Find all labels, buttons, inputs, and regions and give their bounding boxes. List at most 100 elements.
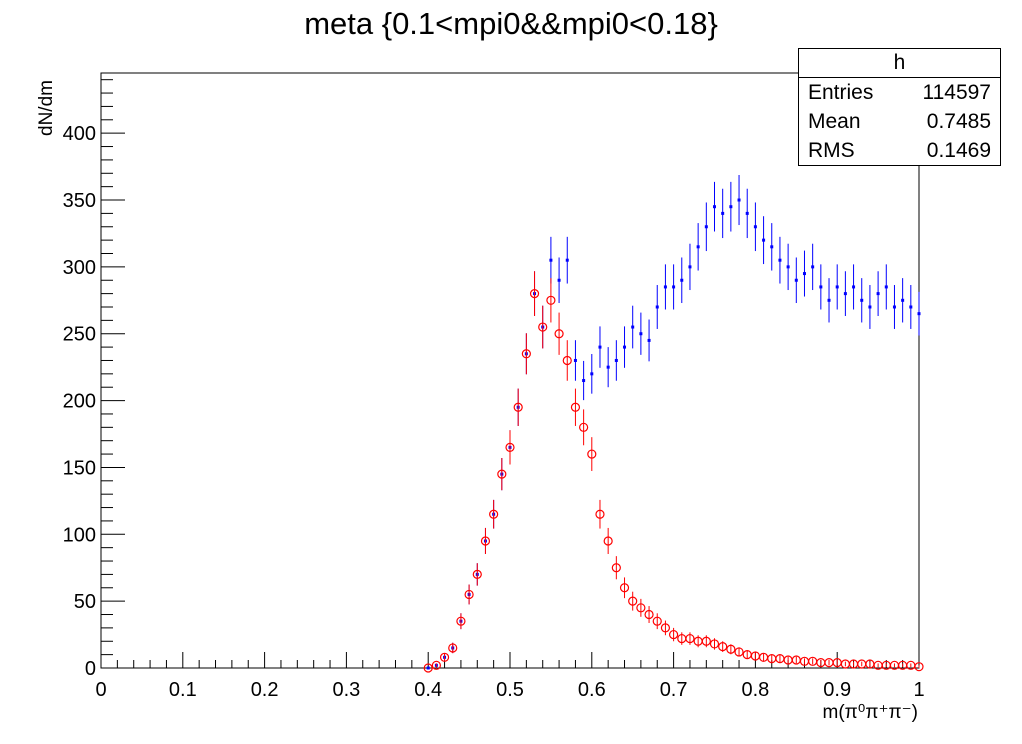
data-point: [655, 305, 659, 309]
plot-frame: [100, 72, 920, 669]
y-tick-label: 350: [63, 190, 96, 212]
data-point: [762, 238, 766, 242]
data-point: [660, 623, 671, 633]
x-axis-label: m(π⁰π⁺π⁻): [823, 702, 918, 723]
x-tick-label: 0.1: [169, 679, 197, 701]
data-point: [704, 225, 708, 229]
x-tick-label: 0.6: [578, 679, 606, 701]
data-point: [587, 449, 597, 459]
data-point: [557, 278, 561, 282]
x-tick-label: 0.7: [660, 679, 688, 701]
data-point: [472, 569, 482, 580]
y-tick-label: 300: [63, 257, 96, 279]
data-series: [423, 175, 924, 673]
data-point: [628, 596, 638, 606]
data-point: [909, 305, 913, 309]
stats-rms-value: 0.1469: [926, 139, 991, 162]
data-point: [505, 442, 515, 452]
data-point: [549, 258, 553, 262]
data-point: [582, 379, 586, 383]
data-point: [685, 633, 695, 644]
data-point: [729, 205, 733, 209]
data-point: [579, 422, 589, 432]
data-point: [721, 211, 725, 215]
stats-row-entries: Entries 114597: [799, 78, 1000, 107]
data-point: [892, 305, 896, 309]
data-point: [611, 563, 621, 573]
x-tick-label: 0.2: [251, 679, 279, 701]
data-point: [521, 349, 531, 359]
data-point: [423, 663, 433, 673]
chart-title: meta {0.1<mpi0&&mpi0<0.18}: [304, 6, 718, 41]
data-point: [590, 372, 594, 376]
stats-rms-label: RMS: [808, 139, 855, 162]
data-point: [709, 639, 720, 649]
data-point: [606, 365, 610, 369]
data-point: [562, 355, 572, 366]
series-1: [426, 175, 921, 670]
y-tick-label: 150: [63, 457, 96, 479]
data-point: [802, 272, 806, 276]
plot-border: [100, 72, 920, 669]
x-tick-label: 0.9: [823, 679, 851, 701]
data-point: [860, 298, 864, 302]
data-point: [868, 305, 872, 309]
y-tick-label: 200: [63, 391, 96, 413]
data-point: [489, 509, 499, 519]
y-axis-label: dN/dm: [36, 80, 57, 136]
data-point: [843, 292, 847, 296]
y-tick-label: 400: [63, 123, 96, 145]
data-point: [663, 285, 667, 289]
data-point: [623, 345, 627, 349]
y-tick-label: 50: [74, 591, 96, 613]
series-2: [423, 271, 924, 673]
axis-ticks: 0 0.1 0.2 0.3 0.4 0.5 0.6 0.7 0.8 0.9 1 0 50 100 150 20…: [63, 79, 925, 701]
data-point: [431, 660, 441, 670]
stats-entries-value: 114597: [922, 81, 991, 104]
data-point: [614, 358, 618, 362]
data-point: [573, 358, 577, 362]
data-point: [652, 616, 662, 626]
data-point: [672, 285, 676, 289]
data-point: [464, 589, 474, 600]
data-point: [917, 312, 921, 316]
data-point: [718, 642, 728, 652]
data-point: [914, 662, 924, 672]
data-point: [426, 666, 430, 670]
data-point: [497, 469, 507, 479]
stats-box-title: h: [799, 49, 1000, 78]
data-point: [644, 609, 654, 620]
data-point: [636, 603, 646, 613]
data-point: [680, 278, 684, 282]
data-point: [456, 616, 466, 626]
data-point: [713, 205, 716, 209]
stats-mean-label: Mean: [808, 110, 861, 133]
data-point: [835, 285, 839, 289]
data-point: [529, 289, 540, 299]
data-point: [753, 225, 757, 229]
data-point: [647, 338, 651, 342]
data-point: [745, 211, 749, 215]
data-point: [734, 647, 744, 657]
data-point: [631, 325, 635, 329]
x-tick-label: 0.4: [414, 679, 442, 701]
data-point: [546, 295, 556, 305]
data-point: [538, 322, 548, 332]
data-point: [448, 643, 458, 653]
stats-entries-label: Entries: [808, 81, 874, 104]
data-point: [639, 332, 643, 336]
x-tick-label: 0.5: [496, 679, 524, 701]
data-point: [696, 245, 700, 249]
data-point: [554, 329, 564, 339]
data-point: [726, 644, 736, 654]
data-point: [884, 285, 888, 289]
data-point: [852, 285, 856, 289]
x-tick-label: 0: [95, 679, 106, 701]
data-point: [827, 298, 831, 302]
y-tick-label: 250: [63, 324, 96, 346]
data-point: [565, 258, 569, 262]
data-point: [737, 198, 741, 202]
data-point: [619, 583, 630, 593]
data-point: [770, 245, 774, 249]
